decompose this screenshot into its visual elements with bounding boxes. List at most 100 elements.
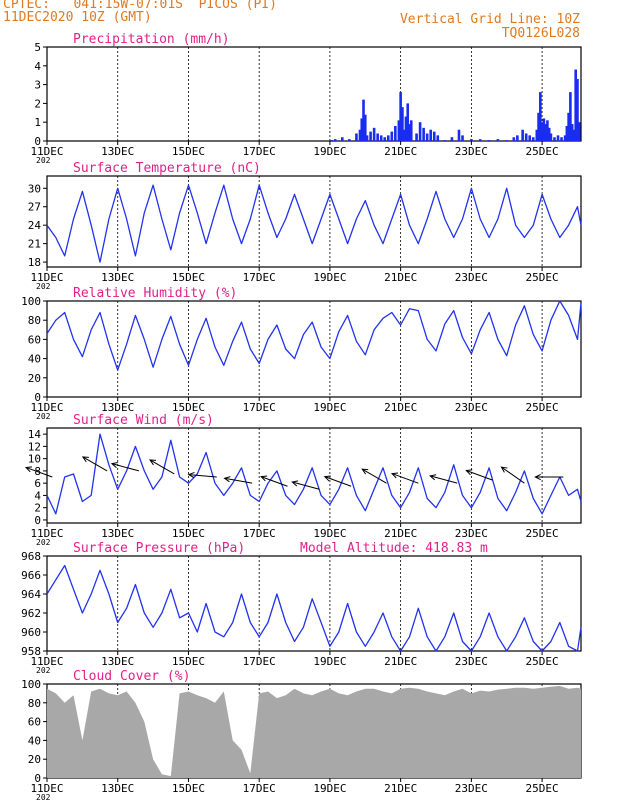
y-tick-label: 24 <box>28 219 42 232</box>
precip-bar <box>535 129 539 141</box>
precip-bar <box>365 135 369 141</box>
precip-bar <box>436 135 440 141</box>
x-tick-label: 11DEC <box>30 655 63 668</box>
wind-arrow-shaft <box>111 463 140 472</box>
wind-arrow-head <box>465 469 473 476</box>
precip-bar <box>577 122 581 141</box>
x-tick-label: 13DEC <box>101 271 134 284</box>
panel-note: Model Altitude: 418.83 m <box>300 541 488 556</box>
y-tick-label: 4 <box>34 489 41 502</box>
precip-bar <box>386 135 390 141</box>
wind-arrow-head <box>500 466 508 473</box>
x-tick-label: 11DEC <box>30 527 63 540</box>
x-tick-label: 23DEC <box>455 401 488 414</box>
precip-bar <box>409 120 413 141</box>
y-tick-label: 0 <box>34 391 41 404</box>
precip-bar <box>443 140 447 141</box>
wind-arrow-head <box>260 475 268 482</box>
x-tick-label: 15DEC <box>172 655 205 668</box>
x-tick-label: 21DEC <box>384 655 417 668</box>
wind-arrow-head <box>24 466 33 473</box>
x-tick-label: 13DEC <box>101 401 134 414</box>
wind-arrow-head <box>534 473 541 481</box>
precip-bar <box>390 131 394 141</box>
wind-arrow <box>81 456 108 472</box>
wind-arrow-shaft <box>149 459 175 475</box>
x-tick-label: 13DEC <box>101 782 134 795</box>
precip-bar <box>330 140 333 141</box>
x-tick-label: 15DEC <box>172 271 205 284</box>
y-tick-label: 40 <box>28 353 41 366</box>
wind-arrow <box>534 473 564 481</box>
y-tick-label: 0 <box>34 514 41 527</box>
plot-frame <box>46 300 582 398</box>
date-header: 11DEC2020 10Z (GMT) <box>3 10 152 25</box>
y-tick-label: 100 <box>21 295 41 308</box>
wind-arrow-shaft <box>391 473 419 484</box>
wind-arrow <box>500 466 525 484</box>
wind-arrow-shaft <box>188 474 217 478</box>
precip-bar <box>537 112 540 141</box>
x-tick-label: 23DEC <box>455 271 488 284</box>
wind-arrow-shaft <box>224 477 253 484</box>
y-tick-label: 21 <box>28 238 41 251</box>
x-tick-label: 11DEC <box>30 401 63 414</box>
y-tick-label: 40 <box>28 734 41 747</box>
precip-bar <box>372 127 376 141</box>
precip-bar <box>461 135 464 141</box>
y-tick-label: 60 <box>28 333 41 346</box>
x-tick-label: 11DEC <box>30 145 63 158</box>
x-tick-label: 17DEC <box>243 655 276 668</box>
x-tick-label: 17DEC <box>243 527 276 540</box>
plot-frame <box>46 427 582 524</box>
model-code: TQ0126L028 <box>501 26 580 41</box>
precip-bar <box>512 137 516 141</box>
precip-bar <box>383 137 387 141</box>
x-tick-label: 23DEC <box>455 655 488 668</box>
wind-arrow-head <box>81 456 89 463</box>
wind-arrow-head <box>323 475 331 482</box>
y-tick-label: 100 <box>21 678 41 691</box>
precip-bar <box>360 118 364 141</box>
precip-bar <box>397 120 401 141</box>
x-tick-label: 17DEC <box>243 271 276 284</box>
precip-bar <box>450 137 454 141</box>
wind-arrow-head <box>223 476 231 483</box>
panel-title: Surface Wind (m/s) <box>73 413 214 428</box>
precip-bar <box>570 124 574 141</box>
x-tick-label: 11DEC <box>30 782 63 795</box>
x-tick-label: 19DEC <box>313 401 346 414</box>
precip-bar <box>567 112 570 141</box>
precip-bar <box>556 135 560 141</box>
precip-bar <box>505 140 509 141</box>
wind-arrow <box>429 474 458 484</box>
wind-arrow-head <box>291 480 299 487</box>
precip-bar <box>425 133 429 141</box>
precip-bar <box>521 129 524 141</box>
x-tick-label: 15DEC <box>172 782 205 795</box>
x-tick-label: 19DEC <box>313 271 346 284</box>
wind-arrow-head <box>110 462 118 468</box>
x-tick-label: 23DEC <box>455 145 488 158</box>
wind-arrow-shaft <box>324 476 352 487</box>
precip-bar <box>358 129 362 141</box>
x-tick-label: 25DEC <box>526 271 559 284</box>
x-tick-label: 21DEC <box>384 401 417 414</box>
precip-bar <box>478 139 482 141</box>
precip-bar <box>401 107 404 141</box>
wind-arrow-shaft <box>82 456 108 472</box>
y-tick-label: 958 <box>21 645 41 658</box>
precip-bar <box>340 137 344 141</box>
precip-bar <box>362 99 365 141</box>
x-tick-label: 15DEC <box>172 401 205 414</box>
wind-arrow <box>223 476 253 484</box>
panel-4: 0246810121411DEC13DEC15DEC17DEC19DEC21DE… <box>24 413 582 547</box>
wind-arrow-head <box>390 472 399 479</box>
wind-arrow <box>361 468 387 484</box>
precip-bar <box>516 135 519 141</box>
precip-bar <box>524 133 528 141</box>
series-line <box>46 564 582 652</box>
grid-note: Vertical Grid Line: 10Z <box>399 12 580 27</box>
y-tick-label: 14 <box>28 428 42 441</box>
